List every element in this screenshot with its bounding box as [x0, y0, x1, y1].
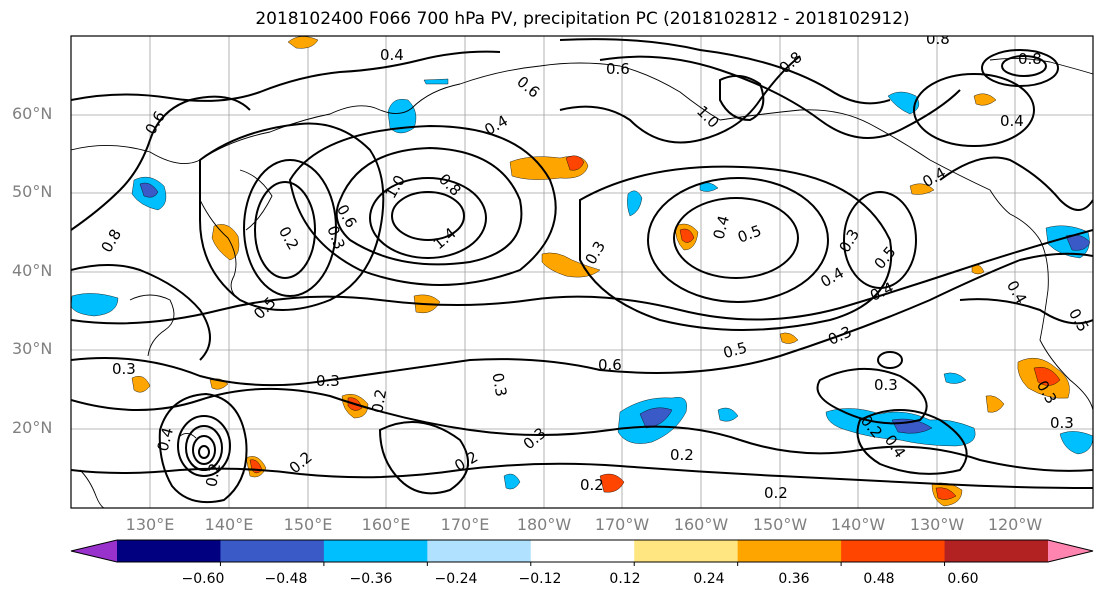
colorbar-tick-label: 0.60 [947, 571, 979, 587]
lon-label: 140°E [204, 515, 254, 534]
contour-label: 0.5 [721, 339, 749, 363]
precip-blob [71, 293, 119, 317]
precip-anomaly-shading [71, 36, 1093, 507]
lon-label: 130°E [125, 515, 175, 534]
contour-label: 0.2 [764, 484, 788, 502]
precip-blob [287, 36, 319, 49]
precip-blob [627, 190, 643, 217]
contour-label: 0.3 [874, 376, 898, 394]
precip-blob [909, 183, 935, 195]
contour-label: 0.4 [154, 426, 178, 454]
lat-label: 60°N [12, 104, 53, 123]
precip-blob [985, 395, 1005, 413]
precip-blob [779, 332, 799, 344]
lon-label: 170°W [594, 515, 650, 534]
contour-label: 0.2 [368, 388, 390, 415]
contour-label: 0.4 [1000, 112, 1024, 130]
lat-label: 20°N [12, 418, 53, 437]
precip-blob [679, 228, 695, 243]
colorbar-segment [634, 540, 739, 562]
colorbar-extend-high [1048, 540, 1093, 562]
contour-label: 0.3 [112, 360, 136, 378]
lat-label: 50°N [12, 182, 53, 201]
coastlines [71, 57, 1093, 508]
precip-blob [1059, 431, 1093, 455]
lat-label: 40°N [12, 261, 53, 280]
precip-blob [423, 78, 449, 85]
lon-label: 120°W [987, 515, 1043, 534]
precip-blob [139, 182, 159, 198]
colorbar-segment [323, 540, 428, 562]
contour-label: 0.2 [202, 462, 224, 489]
contour-label: 0.3 [488, 371, 510, 398]
contour-label: 0.4 [710, 214, 734, 242]
precip-blob [973, 93, 997, 106]
precip-blob [935, 487, 957, 500]
lon-label: 160°E [361, 515, 411, 534]
colorbar-segment [944, 540, 1049, 562]
colorbar-tick-label: 0.36 [778, 571, 810, 587]
contour-label: 0.4 [380, 46, 404, 64]
precip-blob [717, 407, 739, 422]
precip-blob [211, 224, 240, 261]
lat-label: 30°N [12, 339, 53, 358]
lon-label: 170°E [440, 515, 490, 534]
contour-label: 0.3 [1050, 414, 1074, 432]
precip-blob [503, 473, 521, 490]
precip-blob [387, 99, 417, 134]
precip-blob [565, 155, 585, 171]
contour-label: 0.3 [316, 372, 340, 390]
precip-blob [131, 376, 151, 393]
precip-blob [887, 91, 920, 115]
contour-label: 0.6 [606, 60, 630, 78]
lon-label: 130°W [909, 515, 965, 534]
contour-label: 0.2 [580, 476, 604, 494]
precip-blob [599, 473, 625, 493]
lon-label: 180°W [516, 515, 572, 534]
contour-label: 0.2 [670, 446, 694, 464]
lon-label: 140°W [830, 515, 886, 534]
colorbar-segment [427, 540, 532, 562]
colorbar-tick-label: 0.12 [609, 571, 641, 587]
lon-label: 160°W [673, 515, 729, 534]
precip-blob [1033, 367, 1061, 386]
colorbar-segment [737, 540, 842, 562]
colorbar-segment [530, 540, 635, 562]
lon-label: 150°W [752, 515, 808, 534]
colorbar-tick-label: −0.24 [434, 571, 478, 587]
contour-label: 0.6 [598, 356, 622, 374]
map-frame [70, 35, 1094, 509]
contour-label: 0.8 [1018, 50, 1042, 68]
map-title: 2018102400 F066 700 hPa PV, precipitatio… [255, 9, 910, 29]
pv-contours [71, 38, 1093, 504]
colorbar-segment [117, 540, 221, 562]
colorbar-extend-low [71, 540, 117, 562]
colorbar-tick-label: −0.48 [264, 571, 308, 587]
colorbar-tick-label: −0.36 [349, 571, 393, 587]
colorbar-tick-label: 0.24 [693, 571, 725, 587]
colorbar-tick-label: 0.48 [863, 571, 895, 587]
contour-label: 0.8 [926, 30, 950, 48]
precip-blob [943, 372, 967, 384]
colorbar-segment [841, 540, 946, 562]
colorbar-tick-label: −0.60 [181, 571, 225, 587]
colorbar-segment [220, 540, 325, 562]
lon-label: 150°E [283, 515, 333, 534]
colorbar-tick-label: −0.12 [518, 571, 562, 587]
colorbar [70, 539, 1094, 566]
colorbar-outline [70, 539, 1094, 563]
